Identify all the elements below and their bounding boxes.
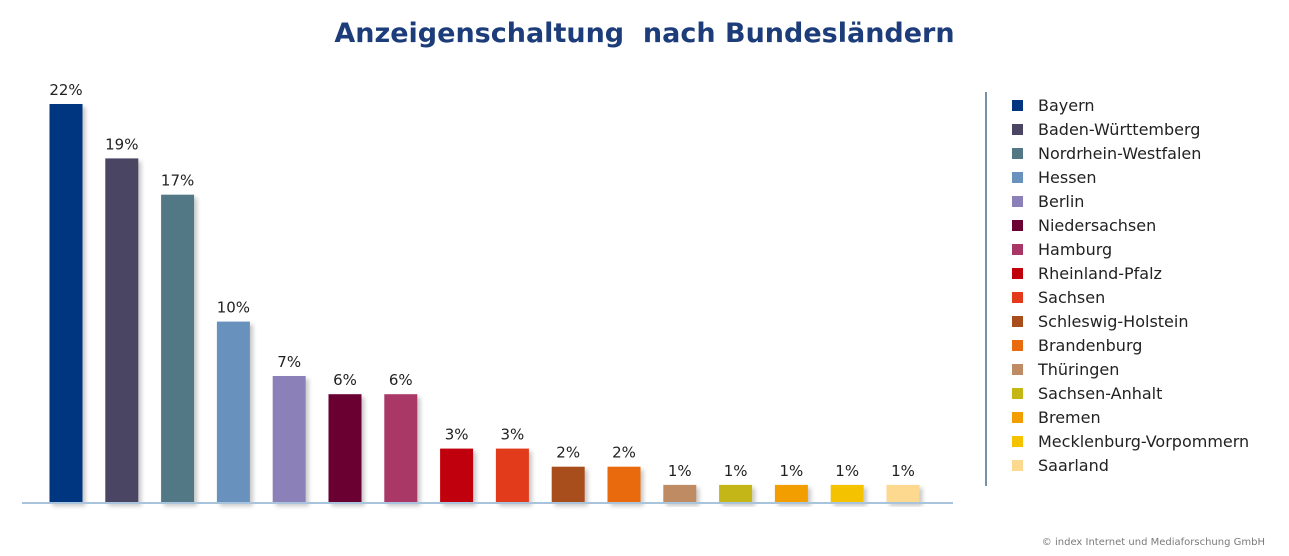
legend: Bayern Baden-Württemberg Nordrhein-Westfal… (1012, 96, 1249, 475)
legend-swatch-bayern (1012, 100, 1023, 111)
bar-brandenburg (607, 466, 641, 503)
value-label-hessen: 10% (217, 299, 250, 317)
legend-label-saarland: Saarland (1038, 456, 1109, 475)
bar-sachsen (495, 448, 529, 503)
bar-sachsen-anhalt (719, 484, 753, 503)
legend-label-bremen: Bremen (1038, 408, 1101, 427)
legend-label-berlin: Berlin (1038, 192, 1084, 211)
legend-swatch-sachsen (1012, 292, 1023, 303)
value-label-bremen: 1% (780, 462, 804, 480)
bar-rheinland-pfalz (440, 448, 474, 503)
bar-baden-w-rttemberg (105, 158, 139, 503)
legend-swatch-hamburg (1012, 244, 1023, 255)
legend-label-sachsen: Sachsen (1038, 288, 1105, 307)
value-label-nordrhein-westfalen: 17% (161, 172, 194, 190)
value-label-rheinland-pfalz: 3% (445, 426, 469, 444)
bar-bayern (49, 104, 83, 503)
value-label-sachsen-anhalt: 1% (724, 462, 748, 480)
legend-label-sachsen-anhalt: Sachsen-Anhalt (1038, 384, 1162, 403)
bar-schleswig-holstein (551, 466, 585, 503)
legend-swatch-hessen (1012, 172, 1023, 183)
bar-mecklenburg-vorpommern (830, 484, 864, 503)
value-label-th-ringen: 1% (668, 462, 692, 480)
legend-swatch-th-ringen (1012, 364, 1023, 375)
value-label-schleswig-holstein: 2% (556, 444, 580, 462)
legend-swatch-bremen (1012, 412, 1023, 423)
bars-group (49, 104, 920, 503)
copyright-credit: © index Internet und Mediaforschung GmbH (1041, 537, 1265, 548)
legend-label-brandenburg: Brandenburg (1038, 336, 1142, 355)
legend-label-schleswig-holstein: Schleswig-Holstein (1038, 312, 1188, 331)
legend-swatch-berlin (1012, 196, 1023, 207)
bar-berlin (272, 376, 306, 503)
legend-label-nordrhein-westfalen: Nordrhein-Westfalen (1038, 144, 1201, 163)
bar-hamburg (384, 394, 418, 503)
legend-swatch-nordrhein-westfalen (1012, 148, 1023, 159)
legend-label-baden-w-rttemberg: Baden-Württemberg (1038, 120, 1200, 139)
legend-swatch-mecklenburg-vorpommern (1012, 436, 1023, 447)
legend-label-hamburg: Hamburg (1038, 240, 1112, 259)
value-label-niedersachsen: 6% (333, 371, 357, 389)
legend-label-rheinland-pfalz: Rheinland-Pfalz (1038, 264, 1162, 283)
value-label-saarland: 1% (891, 462, 915, 480)
legend-swatch-sachsen-anhalt (1012, 388, 1023, 399)
legend-swatch-niedersachsen (1012, 220, 1023, 231)
legend-swatch-rheinland-pfalz (1012, 268, 1023, 279)
legend-label-bayern: Bayern (1038, 96, 1095, 115)
value-label-bayern: 22% (49, 81, 82, 99)
legend-label-niedersachsen: Niedersachsen (1038, 216, 1156, 235)
value-label-mecklenburg-vorpommern: 1% (835, 462, 859, 480)
bar-hessen (216, 321, 250, 503)
legend-label-mecklenburg-vorpommern: Mecklenburg-Vorpommern (1038, 432, 1249, 451)
chart-title: Anzeigenschaltung nach Bundesländern (334, 18, 955, 49)
value-label-baden-w-rttemberg: 19% (105, 135, 138, 153)
legend-label-hessen: Hessen (1038, 168, 1097, 187)
bar-saarland (886, 484, 920, 503)
legend-swatch-brandenburg (1012, 340, 1023, 351)
legend-swatch-saarland (1012, 460, 1023, 471)
bar-niedersachsen (328, 394, 362, 503)
bar-th-ringen (663, 484, 697, 503)
legend-swatch-baden-w-rttemberg (1012, 124, 1023, 135)
value-label-hamburg: 6% (389, 371, 413, 389)
value-labels-group: 22% 19% 17% 10% 7% 6% 6% 3% 3% 2% 2% 1% 1% 1% 1% 1% (49, 81, 915, 480)
bar-bremen (774, 484, 808, 503)
legend-label-th-ringen: Thüringen (1037, 360, 1119, 379)
value-label-sachsen: 3% (501, 426, 525, 444)
value-label-berlin: 7% (277, 353, 301, 371)
legend-swatch-schleswig-holstein (1012, 316, 1023, 327)
bar-nordrhein-westfalen (161, 194, 195, 503)
value-label-brandenburg: 2% (612, 444, 636, 462)
